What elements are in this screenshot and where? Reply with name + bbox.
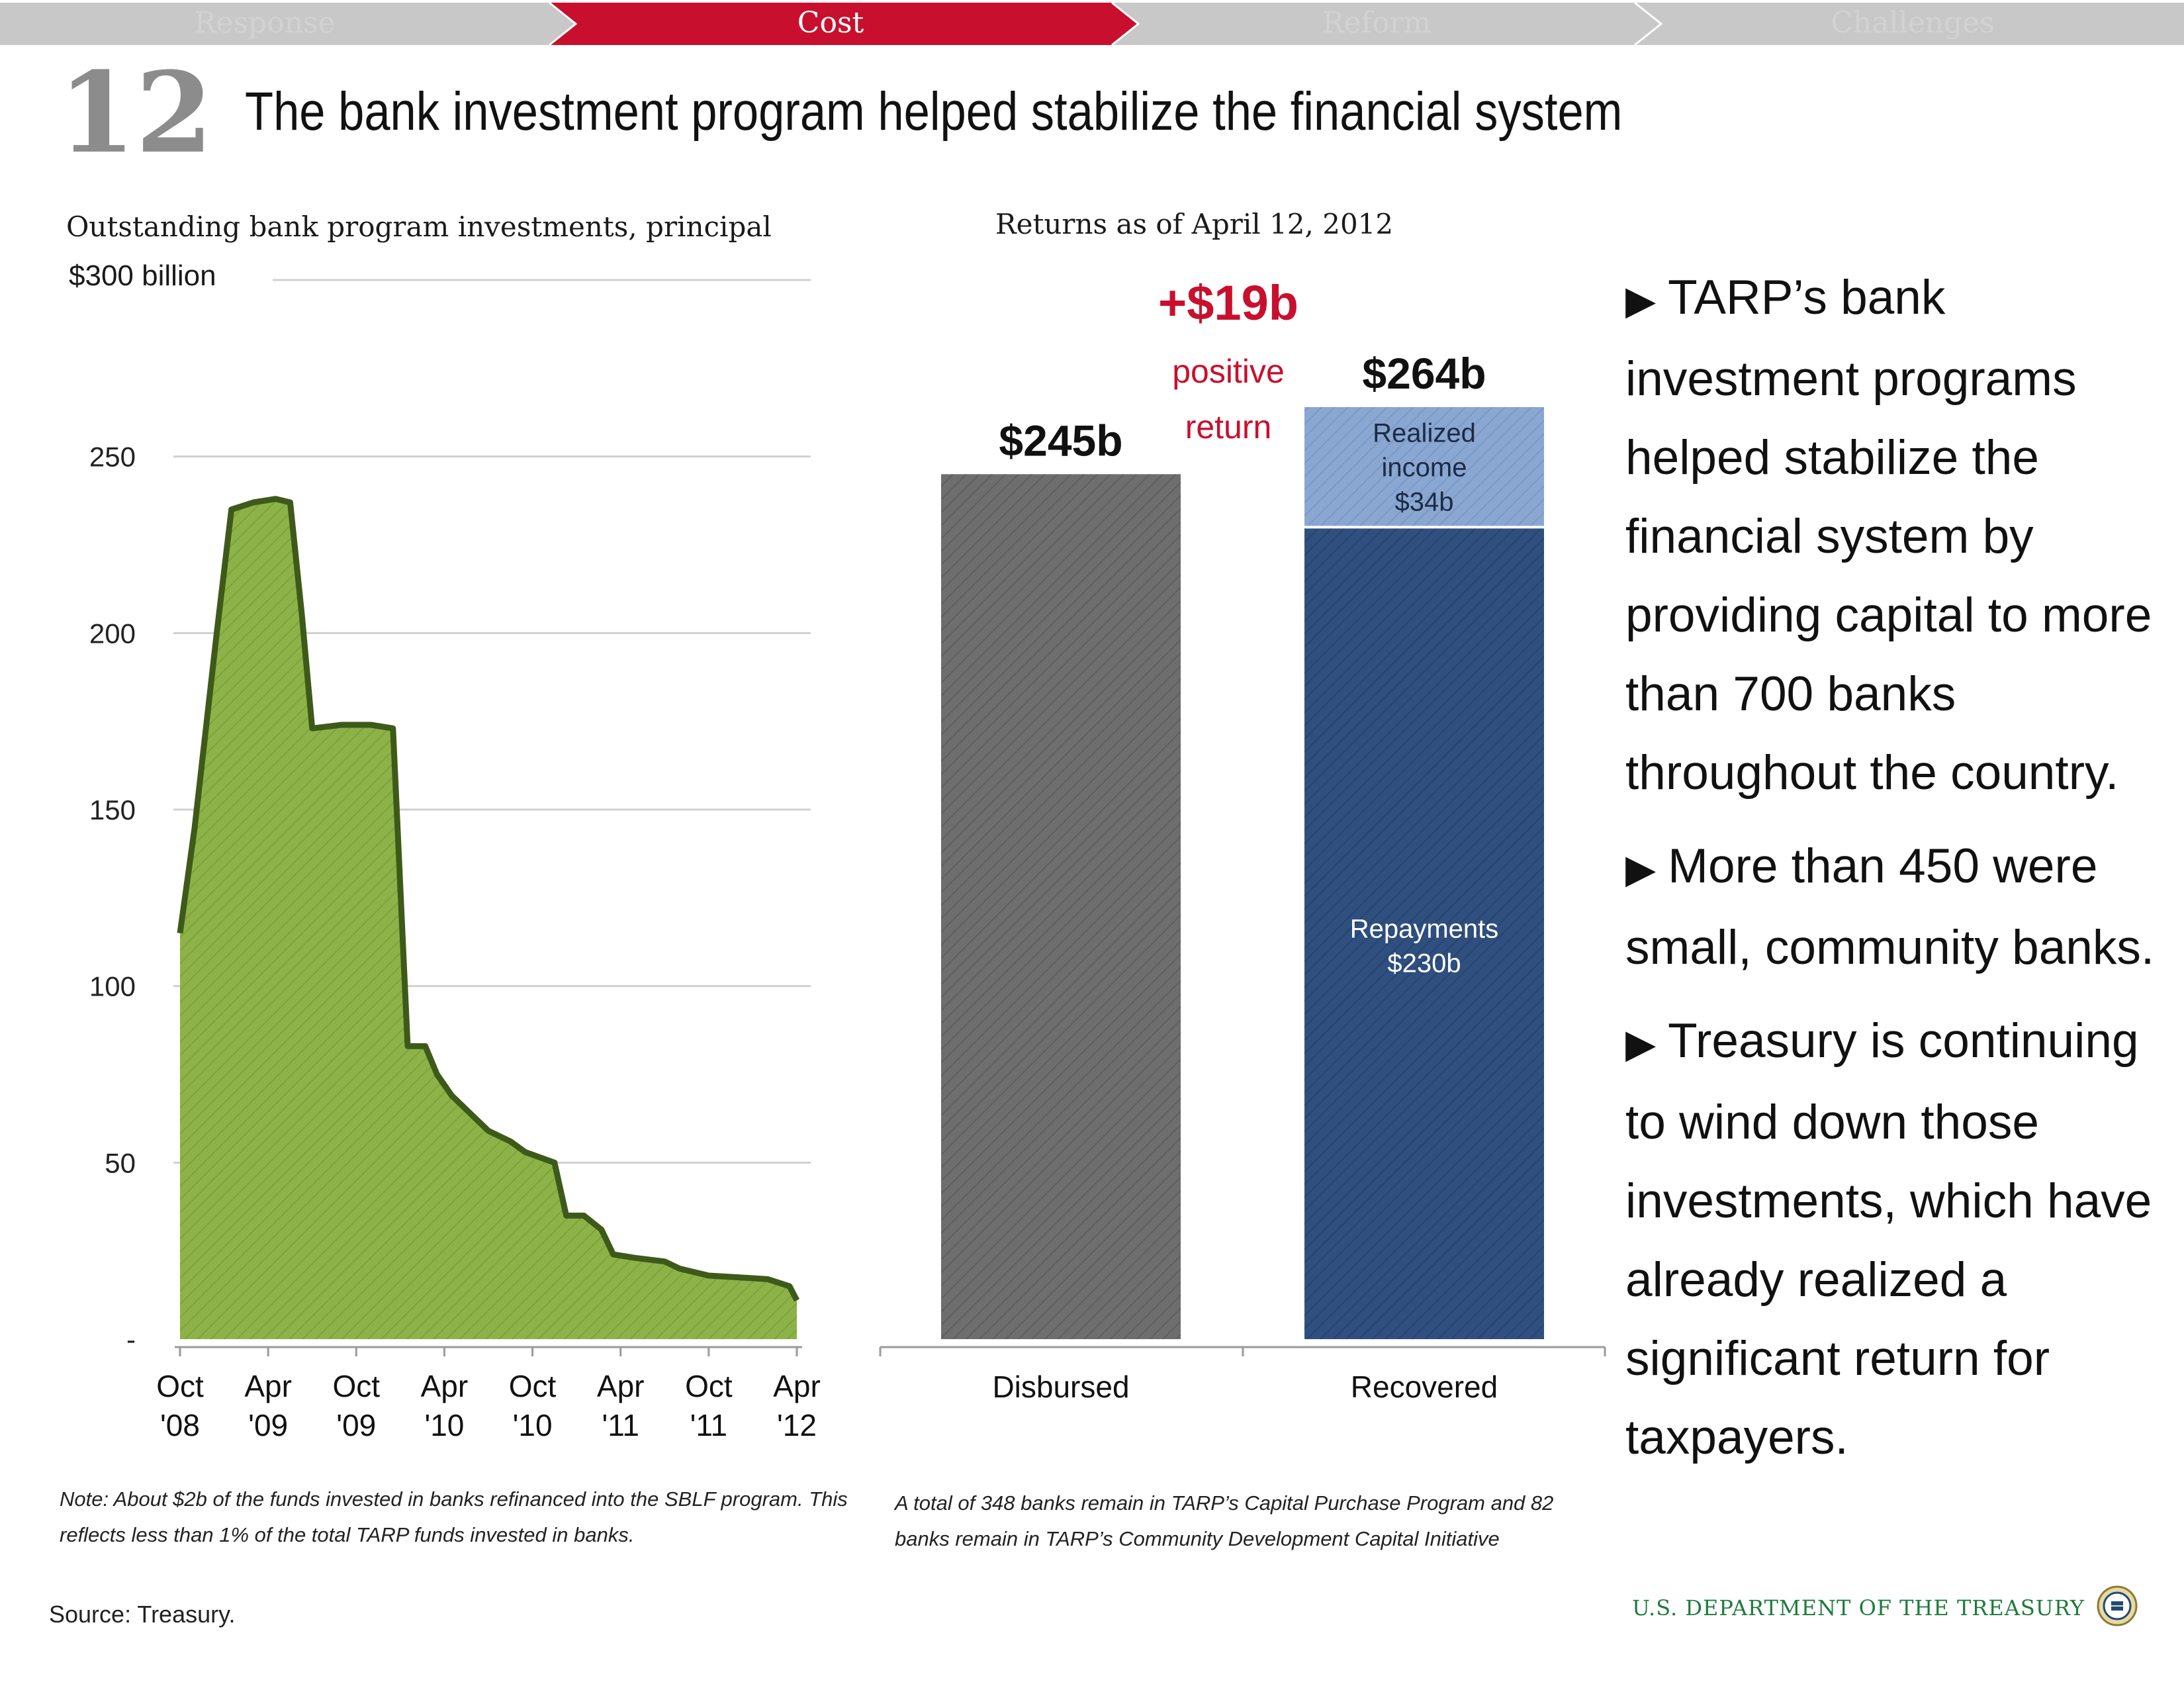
data-point	[678, 1268, 680, 1269]
data-point	[510, 1141, 511, 1142]
x-tick-label: Apr	[244, 1369, 292, 1403]
treasury-wordmark: U.S. DEPARTMENT OF THE TREASURY	[1632, 1595, 2085, 1620]
x-tick-label: '11	[690, 1408, 728, 1442]
nav-separator	[549, 1, 578, 46]
triangle-right-icon: ▶	[1625, 1021, 1657, 1066]
y-tick-label: 100	[89, 971, 136, 1002]
x-tick-label: Oct	[685, 1369, 733, 1403]
x-tick-label: Apr	[597, 1369, 645, 1403]
data-point	[407, 1045, 408, 1047]
return-annotation-value: +$19b	[1158, 275, 1298, 330]
data-point	[231, 509, 232, 510]
nav-separator	[1111, 1, 1140, 46]
right-note-line: A total of 348 banks remain in TARP’s Ca…	[895, 1491, 1554, 1515]
nav-segment-response-bg	[0, 3, 576, 45]
data-point	[289, 502, 291, 503]
x-tick-label: Apr	[773, 1369, 821, 1403]
data-point	[601, 1229, 602, 1231]
bar-segment	[941, 474, 1181, 1339]
return-annotation-text: positive	[1172, 353, 1285, 390]
nav-separator	[1634, 1, 1663, 46]
category-label: Recovered	[1351, 1370, 1498, 1404]
area-chart-y-top-label: $300 billion	[69, 259, 216, 292]
bar-segment	[1304, 407, 1544, 528]
x-tick-label: '12	[777, 1408, 817, 1442]
nav-segment-cost-bg	[549, 3, 1138, 45]
data-point	[554, 1162, 555, 1163]
right-note: A total of 348 banks remain in TARP’s Ca…	[895, 1485, 1553, 1557]
category-label: Disbursed	[992, 1370, 1129, 1404]
left-note: Note: About $2b of the funds invested in…	[60, 1481, 848, 1553]
data-point	[275, 498, 276, 500]
triangle-right-icon: ▶	[1625, 847, 1657, 891]
bullet-item: ▶ Treasury is continuing to wind down tho…	[1625, 1002, 2168, 1477]
x-tick-label: '10	[513, 1408, 553, 1442]
triangle-right-icon: ▶	[1625, 278, 1657, 322]
return-annotation-text: return	[1185, 408, 1272, 445]
x-tick-label: '10	[424, 1408, 464, 1442]
bar-total-label: $264b	[1362, 349, 1486, 398]
x-tick-label: '09	[336, 1408, 376, 1442]
section-nav: Response Cost Reform Challenges	[0, 0, 2184, 46]
area-line	[177, 496, 799, 1302]
source-note: Source: Treasury.	[49, 1601, 236, 1628]
y-tick-label: 50	[105, 1147, 136, 1178]
bullet-item: ▶ TARP’s bank investment programs helped …	[1625, 258, 2168, 812]
bullet-text: More than 450 were small, community bank…	[1625, 839, 2155, 974]
nav-item-cost[interactable]: Cost	[797, 6, 864, 40]
segment-label: $230b	[1387, 949, 1461, 978]
nav-segment-reform-bg	[1112, 3, 1661, 45]
nav-segment-challenges-bg	[1635, 3, 2184, 45]
data-point	[341, 724, 342, 726]
slide-number: 12	[58, 47, 213, 178]
x-tick-label: '08	[160, 1408, 200, 1442]
x-tick-label: '11	[602, 1408, 639, 1442]
bar-chart-title: Returns as of April 12, 2012	[995, 208, 1394, 240]
left-note-line: reflects less than 1% of the total TARP …	[60, 1523, 635, 1546]
segment-label: income	[1382, 453, 1467, 483]
data-point	[613, 1254, 614, 1255]
data-point	[737, 1277, 739, 1278]
area-fill	[180, 498, 797, 1339]
bullet-item: ▶ More than 450 were small, community ban…	[1625, 827, 2168, 987]
data-point	[566, 1215, 567, 1216]
x-tick-label: '09	[248, 1408, 288, 1442]
nav-item-response[interactable]: Response	[194, 6, 336, 40]
data-point	[425, 1045, 426, 1047]
left-note-line: Note: About $2b of the funds invested in…	[60, 1487, 848, 1511]
bar-segment	[1304, 527, 1544, 1339]
bullet-list: ▶ TARP’s bank investment programs helped …	[1625, 258, 2168, 1491]
bullet-text: TARP’s bank investment programs helped s…	[1625, 271, 2152, 800]
x-tick-label: Oct	[156, 1369, 204, 1403]
bar-chart: $245b Disbursed Repayments $230b Realized inc…	[879, 275, 1606, 1404]
bullet-text: Treasury is continuing to wind down thos…	[1625, 1014, 2152, 1464]
nav-item-reform[interactable]: Reform	[1322, 6, 1432, 40]
segment-label: Realized	[1373, 419, 1476, 448]
data-point	[664, 1261, 665, 1262]
data-point	[789, 1286, 790, 1287]
x-tick-label: Apr	[421, 1369, 469, 1403]
bar-total-label: $245b	[999, 416, 1122, 465]
segment-label: Repayments	[1350, 914, 1499, 943]
data-point	[392, 727, 394, 729]
right-note-line: banks remain in TARP’s Community Develop…	[895, 1527, 1500, 1550]
treasury-seal-icon	[2097, 1585, 2138, 1626]
area-chart-title: Outstanding bank program investments, pr…	[66, 211, 772, 243]
y-tick-label: 200	[89, 618, 136, 649]
page-title: The bank investment program helped stabi…	[245, 81, 1623, 142]
nav-item-challenges[interactable]: Challenges	[1831, 6, 1995, 40]
y-tick-label: 150	[89, 794, 136, 825]
nav-background	[0, 1, 2184, 46]
area-chart: - 50 100 150 200 250 Oct '08 Apr '09 Oct '09 Apr '10…	[89, 279, 821, 1442]
data-point	[767, 1278, 768, 1280]
x-tick-label: Oct	[333, 1369, 381, 1403]
y-tick-label: 250	[89, 442, 136, 473]
segment-label: $34b	[1395, 488, 1454, 517]
y-tick-label: -	[126, 1324, 136, 1355]
x-tick-label: Oct	[509, 1369, 557, 1403]
